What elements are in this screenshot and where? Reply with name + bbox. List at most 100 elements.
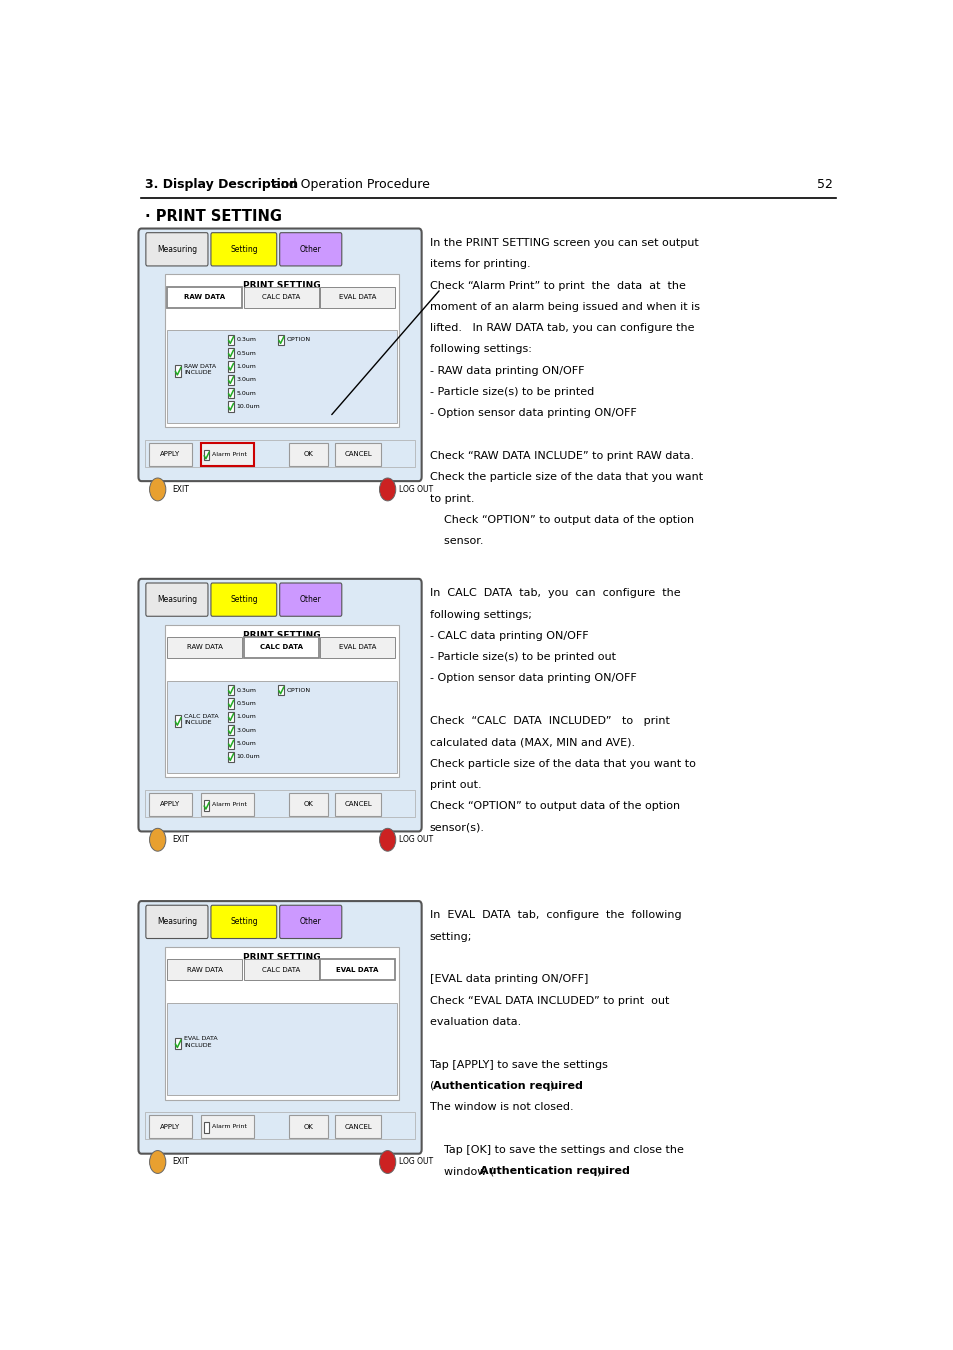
FancyBboxPatch shape — [138, 228, 421, 481]
Bar — [335, 1115, 380, 1138]
Text: moment of an alarm being issued and when it is: moment of an alarm being issued and when… — [429, 302, 700, 312]
Text: (: ( — [429, 1081, 434, 1091]
Text: 10.0um: 10.0um — [236, 404, 260, 409]
Text: Check particle size of the data that you want to: Check particle size of the data that you… — [429, 759, 695, 768]
Text: CALC DATA
INCLUDE: CALC DATA INCLUDE — [184, 714, 218, 725]
Bar — [174, 716, 181, 726]
FancyBboxPatch shape — [146, 583, 208, 616]
Text: Measuring: Measuring — [156, 918, 196, 926]
Text: EVAL DATA: EVAL DATA — [336, 967, 378, 973]
Bar — [167, 286, 242, 308]
Text: - Option sensor data printing ON/OFF: - Option sensor data printing ON/OFF — [429, 408, 636, 418]
Bar — [167, 637, 242, 657]
Bar — [203, 450, 210, 460]
Text: Alarm Print: Alarm Print — [213, 1125, 247, 1129]
Bar — [228, 348, 233, 358]
Text: print out.: print out. — [429, 780, 481, 790]
Text: Check  “CALC  DATA  INCLUDED”   to   print: Check “CALC DATA INCLUDED” to print — [429, 716, 669, 726]
FancyBboxPatch shape — [146, 906, 208, 938]
Text: LOG OUT: LOG OUT — [398, 836, 433, 844]
Text: RAW DATA: RAW DATA — [184, 294, 225, 300]
Text: [EVAL data printing ON/OFF]: [EVAL data printing ON/OFF] — [429, 975, 588, 984]
Bar — [243, 286, 318, 308]
Text: - Particle size(s) to be printed: - Particle size(s) to be printed — [429, 387, 594, 397]
Bar — [278, 684, 284, 695]
FancyBboxPatch shape — [279, 232, 341, 266]
Bar — [278, 335, 284, 346]
Bar — [200, 443, 253, 466]
Bar — [335, 443, 380, 466]
Text: In  EVAL  DATA  tab,  configure  the  following: In EVAL DATA tab, configure the followin… — [429, 910, 680, 921]
Text: following settings;: following settings; — [429, 609, 531, 620]
Text: Measuring: Measuring — [156, 244, 196, 254]
Text: calculated data (MAX, MIN and AVE).: calculated data (MAX, MIN and AVE). — [429, 737, 635, 748]
Text: LOG OUT: LOG OUT — [398, 1157, 433, 1166]
Circle shape — [150, 1150, 166, 1173]
Text: CANCEL: CANCEL — [344, 802, 372, 807]
Bar — [320, 286, 395, 308]
Text: 10.0um: 10.0um — [236, 755, 260, 759]
Text: - Particle size(s) to be printed out: - Particle size(s) to be printed out — [429, 652, 615, 662]
Text: following settings:: following settings: — [429, 344, 531, 355]
Text: OK: OK — [303, 451, 314, 458]
Bar — [149, 443, 192, 466]
Text: CALC DATA: CALC DATA — [262, 294, 300, 300]
Text: items for printing.: items for printing. — [429, 259, 530, 269]
Text: 0.3um: 0.3um — [236, 338, 256, 343]
Text: 5.0um: 5.0um — [236, 390, 256, 396]
Bar — [228, 684, 233, 695]
Text: CANCEL: CANCEL — [344, 1123, 372, 1130]
Bar — [203, 1122, 210, 1133]
Bar — [165, 625, 398, 778]
Text: OPTION: OPTION — [287, 338, 311, 343]
Text: Check “EVAL DATA INCLUDED” to print  out: Check “EVAL DATA INCLUDED” to print out — [429, 996, 668, 1006]
Bar — [243, 637, 318, 657]
Text: setting;: setting; — [429, 931, 472, 942]
Text: Measuring: Measuring — [156, 595, 196, 605]
Bar — [335, 792, 380, 815]
Text: CANCEL: CANCEL — [344, 451, 372, 458]
Bar — [165, 274, 398, 427]
Text: Check “OPTION” to output data of the option: Check “OPTION” to output data of the opt… — [429, 514, 693, 525]
Bar — [289, 443, 328, 466]
Text: EXIT: EXIT — [172, 485, 189, 494]
FancyBboxPatch shape — [211, 583, 276, 616]
Bar — [228, 725, 233, 736]
Bar — [228, 362, 233, 371]
Text: 52: 52 — [816, 178, 832, 192]
Text: RAW DATA: RAW DATA — [187, 967, 222, 973]
Text: Check “RAW DATA INCLUDE” to print RAW data.: Check “RAW DATA INCLUDE” to print RAW da… — [429, 451, 693, 460]
Text: - Option sensor data printing ON/OFF: - Option sensor data printing ON/OFF — [429, 674, 636, 683]
Circle shape — [379, 1150, 395, 1173]
Text: Setting: Setting — [230, 595, 257, 605]
Text: lifted.   In RAW DATA tab, you can configure the: lifted. In RAW DATA tab, you can configu… — [429, 323, 694, 333]
Bar — [228, 738, 233, 749]
Text: Authentication required: Authentication required — [479, 1166, 629, 1176]
Text: ).: ). — [549, 1081, 557, 1091]
Text: RAW DATA: RAW DATA — [187, 644, 222, 651]
Text: Setting: Setting — [230, 244, 257, 254]
Text: Tap [APPLY] to save the settings: Tap [APPLY] to save the settings — [429, 1060, 607, 1069]
Text: - RAW data printing ON/OFF: - RAW data printing ON/OFF — [429, 366, 583, 375]
Text: Check “OPTION” to output data of the option: Check “OPTION” to output data of the opt… — [429, 802, 679, 811]
FancyBboxPatch shape — [279, 906, 341, 938]
Text: EXIT: EXIT — [172, 1157, 189, 1166]
Text: EVAL DATA: EVAL DATA — [338, 294, 375, 300]
Text: Tap [OK] to save the settings and close the: Tap [OK] to save the settings and close … — [429, 1145, 683, 1154]
FancyBboxPatch shape — [138, 579, 421, 832]
Text: EXIT: EXIT — [172, 836, 189, 844]
Bar — [228, 711, 233, 722]
Text: 3.0um: 3.0um — [236, 377, 256, 382]
Text: sensor.: sensor. — [429, 536, 483, 547]
Bar — [167, 331, 396, 423]
Bar — [165, 946, 398, 1100]
Bar — [167, 960, 242, 980]
Text: Other: Other — [299, 595, 321, 605]
Bar — [289, 1115, 328, 1138]
Text: OPTION: OPTION — [287, 687, 311, 693]
Text: CALC DATA: CALC DATA — [262, 967, 300, 973]
Text: OK: OK — [303, 802, 314, 807]
Text: PRINT SETTING: PRINT SETTING — [243, 281, 320, 289]
Text: The window is not closed.: The window is not closed. — [429, 1102, 573, 1112]
Text: sensor(s).: sensor(s). — [429, 822, 484, 833]
